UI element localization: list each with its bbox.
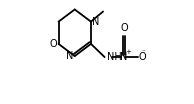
Text: NH: NH — [107, 52, 122, 62]
Text: N: N — [66, 51, 74, 61]
Text: O: O — [120, 23, 128, 33]
Text: ⁻: ⁻ — [142, 49, 145, 55]
Text: N: N — [120, 52, 127, 62]
Text: +: + — [126, 49, 131, 54]
Text: O: O — [139, 52, 146, 62]
Text: N: N — [92, 17, 99, 27]
Text: O: O — [50, 39, 58, 49]
